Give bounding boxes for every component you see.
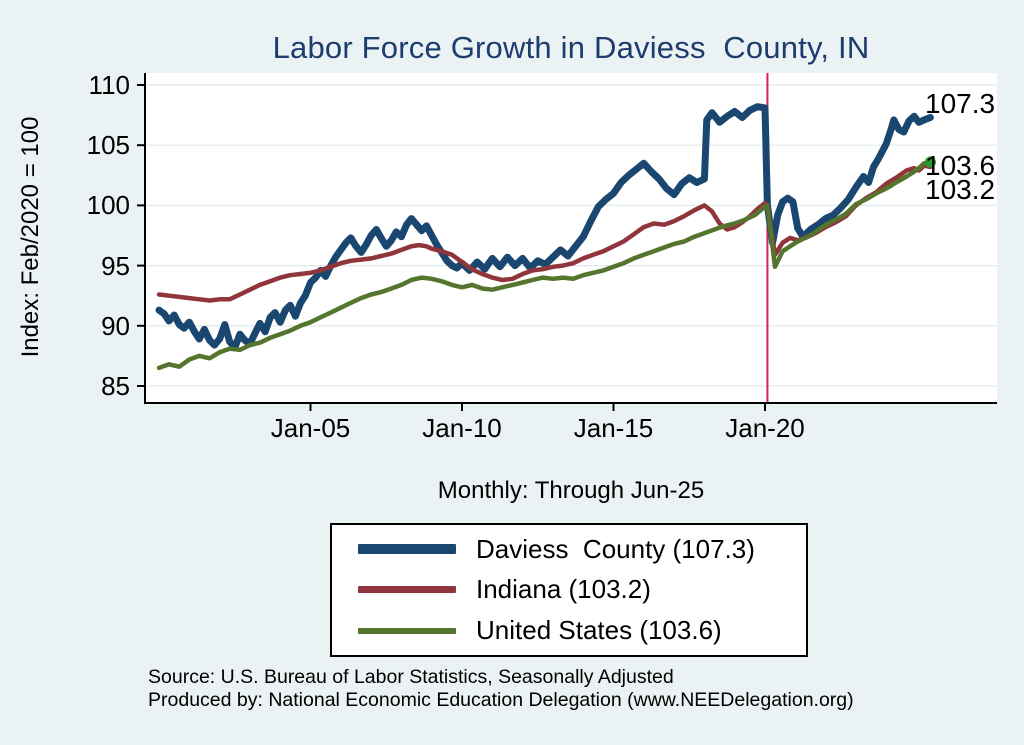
- legend-label-indiana: Indiana (103.2): [476, 574, 651, 605]
- x-tick-label-Jan-15: Jan-15: [573, 413, 654, 443]
- series-end-label-indiana: 103.2: [925, 173, 996, 205]
- series-end-label-us: 103.6: [925, 150, 996, 182]
- legend-label-daviess: Daviess County (107.3): [476, 533, 755, 564]
- legend-row-daviess: Daviess County (107.3): [332, 534, 806, 565]
- legend-label-us: United States (103.6): [476, 615, 722, 646]
- y-tick-label-105: 105: [86, 130, 130, 161]
- legend-swatch-indiana-line: [358, 586, 456, 594]
- series-end-label-daviess: 107.3: [925, 87, 996, 119]
- source-line: Source: U.S. Bureau of Labor Statistics,…: [148, 666, 674, 688]
- y-tick-label-90: 90: [101, 310, 130, 341]
- chart-subtitle: Monthly: Through Jun-25: [437, 477, 705, 504]
- legend-row-indiana: Indiana (103.2): [332, 574, 806, 605]
- series-line-0: [155, 103, 934, 351]
- legend-row-us: United States (103.6): [332, 615, 806, 646]
- chart-title: Labor Force Growth in Daviess County, IN: [272, 30, 870, 65]
- plot-background: [145, 73, 997, 403]
- y-tick-label-95: 95: [101, 250, 130, 281]
- y-axis-label: Index: Feb/2020 = 100: [17, 116, 44, 358]
- x-tick-label-Jan-10: Jan-10: [422, 413, 502, 443]
- y-tick-label-85: 85: [101, 371, 130, 401]
- x-tick-label-Jan-20: Jan-20: [725, 413, 805, 443]
- series-end-marker-2: [924, 156, 936, 168]
- series-line-2: [156, 159, 933, 371]
- legend: Daviess County (107.3) Indiana (103.2) U…: [330, 523, 808, 657]
- source-credits: Source: U.S. Bureau of Labor Statistics,…: [148, 666, 854, 712]
- y-tick-label-110: 110: [88, 70, 130, 100]
- legend-swatch-us-line: [358, 627, 456, 634]
- y-tick-label-100: 100: [86, 190, 130, 221]
- produced-by-line: Produced by: National Economic Education…: [148, 689, 854, 711]
- legend-swatch-daviess-line: [358, 544, 456, 555]
- x-tick-label-Jan-05: Jan-05: [270, 413, 351, 443]
